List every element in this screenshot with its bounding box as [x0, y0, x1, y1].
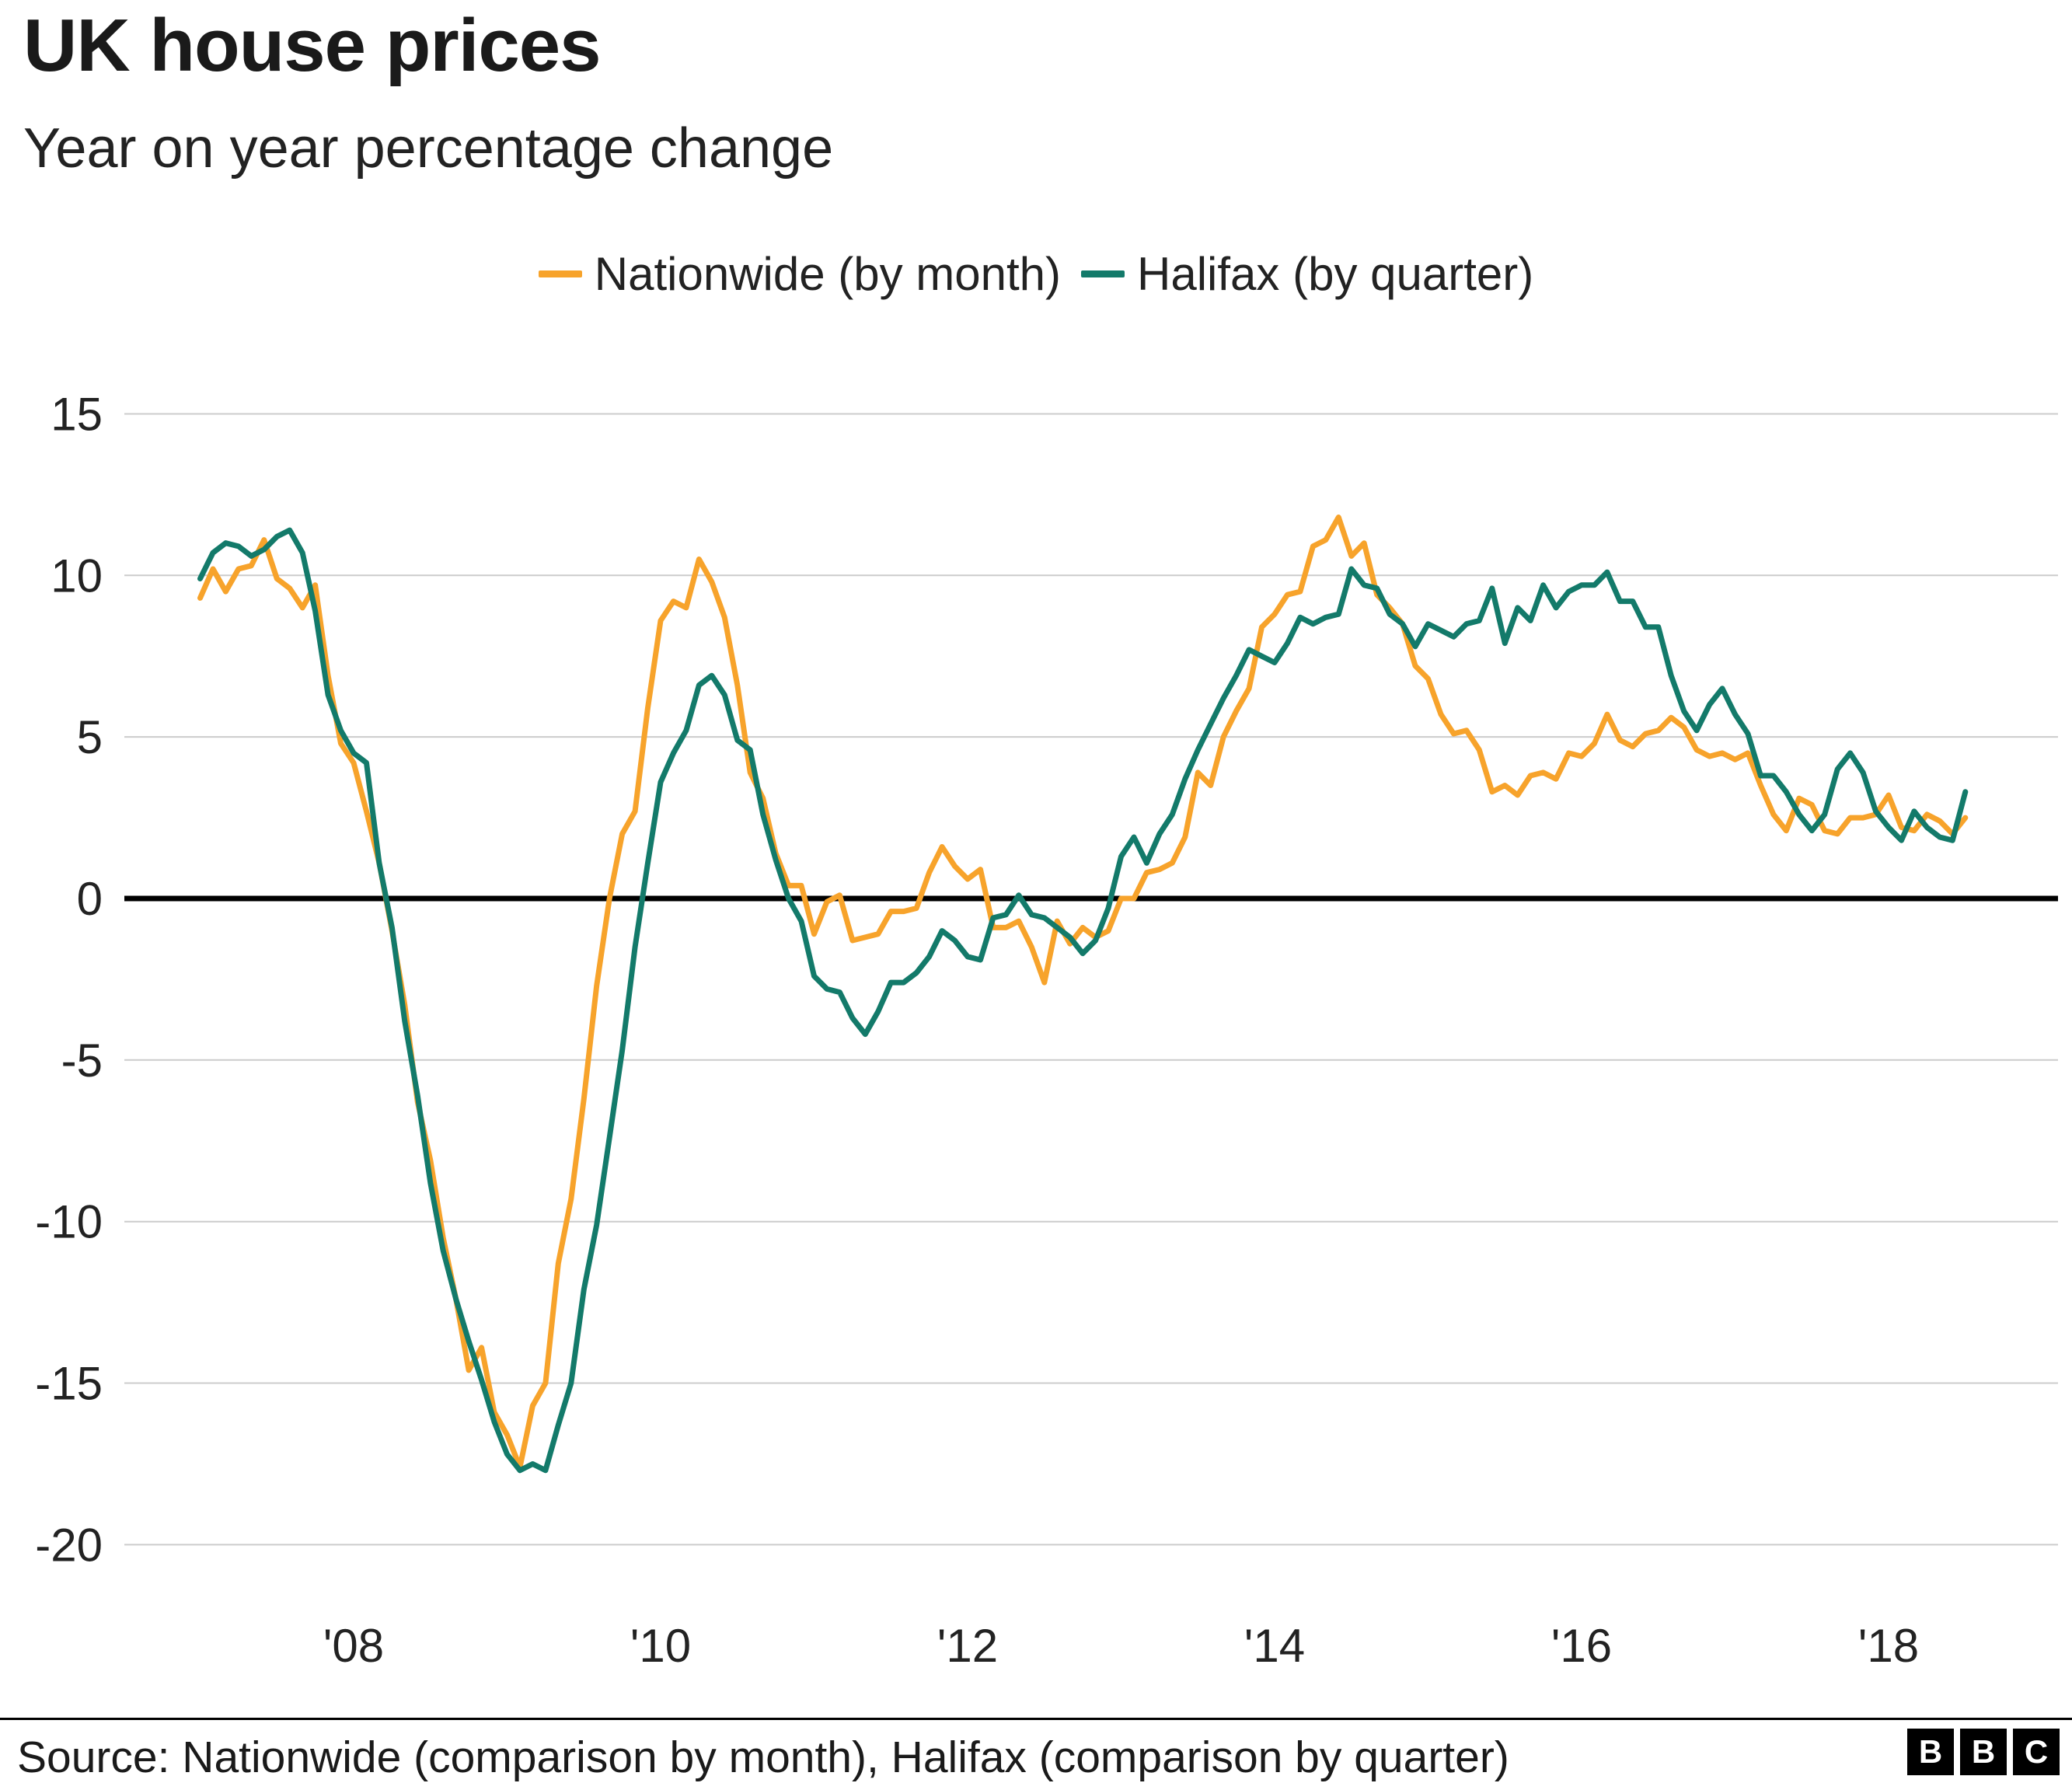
y-tick-label: 15	[51, 389, 103, 441]
bbc-logo: B B C	[1907, 1729, 2060, 1775]
bbc-logo-block-b2: B	[1960, 1729, 2007, 1775]
legend-label-nationwide: Nationwide (by month)	[594, 248, 1062, 300]
legend-item-nationwide: Nationwide (by month)	[538, 247, 1062, 301]
y-tick-label: -5	[61, 1035, 103, 1087]
footer-divider	[0, 1718, 2072, 1720]
chart-title: UK house prices	[23, 4, 602, 87]
y-tick-label: -10	[35, 1196, 103, 1248]
series-line-nationwide	[197, 515, 1969, 1471]
series-line-halifax	[197, 527, 1969, 1474]
chart-legend: Nationwide (by month) Halifax (by quarte…	[0, 247, 2072, 301]
chart-subtitle: Year on year percentage change	[23, 117, 834, 180]
nationwide-line-swatch-icon	[538, 270, 582, 277]
y-tick-label: 5	[77, 711, 103, 763]
x-tick-label: '16	[1551, 1620, 1612, 1672]
x-tick-label: '10	[630, 1620, 691, 1672]
y-tick-label: 0	[77, 873, 103, 925]
x-tick-label: '12	[937, 1620, 998, 1672]
y-tick-label: 10	[51, 550, 103, 602]
source-text: Source: Nationwide (comparison by month)…	[17, 1732, 1509, 1782]
y-tick-label: -20	[35, 1519, 103, 1571]
x-tick-label: '18	[1858, 1620, 1919, 1672]
halifax-line-swatch-icon	[1081, 270, 1125, 277]
bbc-logo-block-c: C	[2013, 1729, 2060, 1775]
legend-label-halifax: Halifax (by quarter)	[1137, 248, 1534, 300]
y-tick-label: -15	[35, 1358, 103, 1410]
legend-item-halifax: Halifax (by quarter)	[1081, 247, 1533, 301]
x-tick-label: '08	[323, 1620, 384, 1672]
bbc-logo-block-b1: B	[1907, 1729, 1954, 1775]
x-tick-label: '14	[1244, 1620, 1305, 1672]
